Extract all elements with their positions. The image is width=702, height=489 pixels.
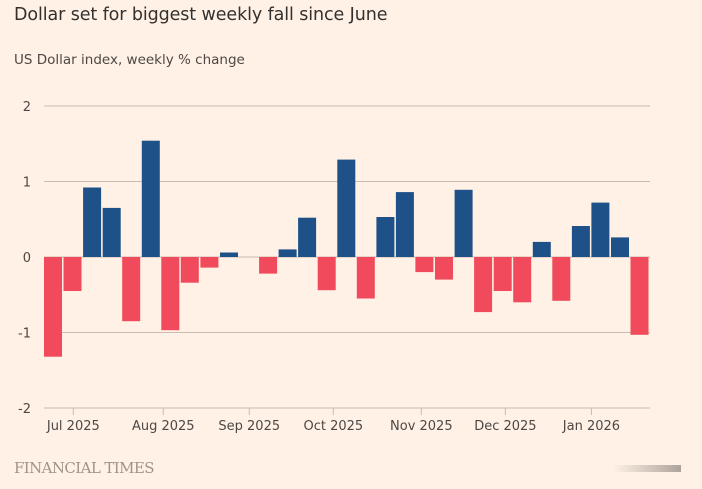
- bar: [415, 257, 434, 273]
- bar: [317, 257, 336, 291]
- x-axis: Jul 2025 Aug 2025 Sep 2025 Oct 2025 Nov 2025…: [46, 408, 620, 434]
- bar: [630, 257, 649, 335]
- source-logo: FINANCIAL TIMES: [14, 459, 155, 477]
- bar: [44, 257, 62, 357]
- bar: [454, 189, 473, 257]
- y-tick-label: -2: [18, 402, 31, 417]
- bar: [532, 241, 551, 257]
- bar: [591, 202, 610, 257]
- x-tick-label: Dec 2025: [474, 419, 536, 434]
- bar: [200, 257, 219, 268]
- bar: [611, 237, 629, 257]
- bar: [180, 257, 199, 283]
- bar: [356, 257, 375, 299]
- x-tick-label: Jul 2025: [46, 419, 100, 434]
- bar: [278, 249, 297, 257]
- y-tick-label: -1: [18, 327, 31, 342]
- bar: [513, 257, 532, 303]
- bar: [122, 257, 141, 322]
- bar: [141, 140, 160, 257]
- bar: [102, 207, 121, 257]
- x-tick-label: Aug 2025: [132, 419, 195, 434]
- bar: [63, 257, 82, 291]
- bar: [493, 257, 512, 291]
- y-tick-label: 1: [23, 176, 31, 191]
- bar: [474, 257, 493, 313]
- bar: [395, 192, 414, 257]
- chart-subtitle: US Dollar index, weekly % change: [14, 52, 245, 68]
- x-tick-label: Jan 2026: [562, 419, 620, 434]
- y-tick-label: 2: [23, 100, 31, 115]
- bar: [298, 217, 317, 257]
- bar: [83, 187, 102, 257]
- x-tick-label: Sep 2025: [218, 419, 280, 434]
- x-tick-label: Nov 2025: [390, 419, 453, 434]
- bars: [44, 140, 649, 357]
- bar: [259, 257, 278, 274]
- x-tick-label: Oct 2025: [303, 419, 363, 434]
- bar: [337, 159, 356, 257]
- bar: [220, 252, 238, 257]
- bar: [552, 257, 571, 301]
- chart-title: Dollar set for biggest weekly fall since…: [14, 5, 388, 25]
- watermark-fade: [613, 465, 681, 472]
- bar: [376, 217, 395, 257]
- bar: [161, 257, 180, 331]
- bar: [435, 257, 453, 280]
- y-tick-label: 0: [23, 251, 31, 266]
- bar: [571, 226, 590, 257]
